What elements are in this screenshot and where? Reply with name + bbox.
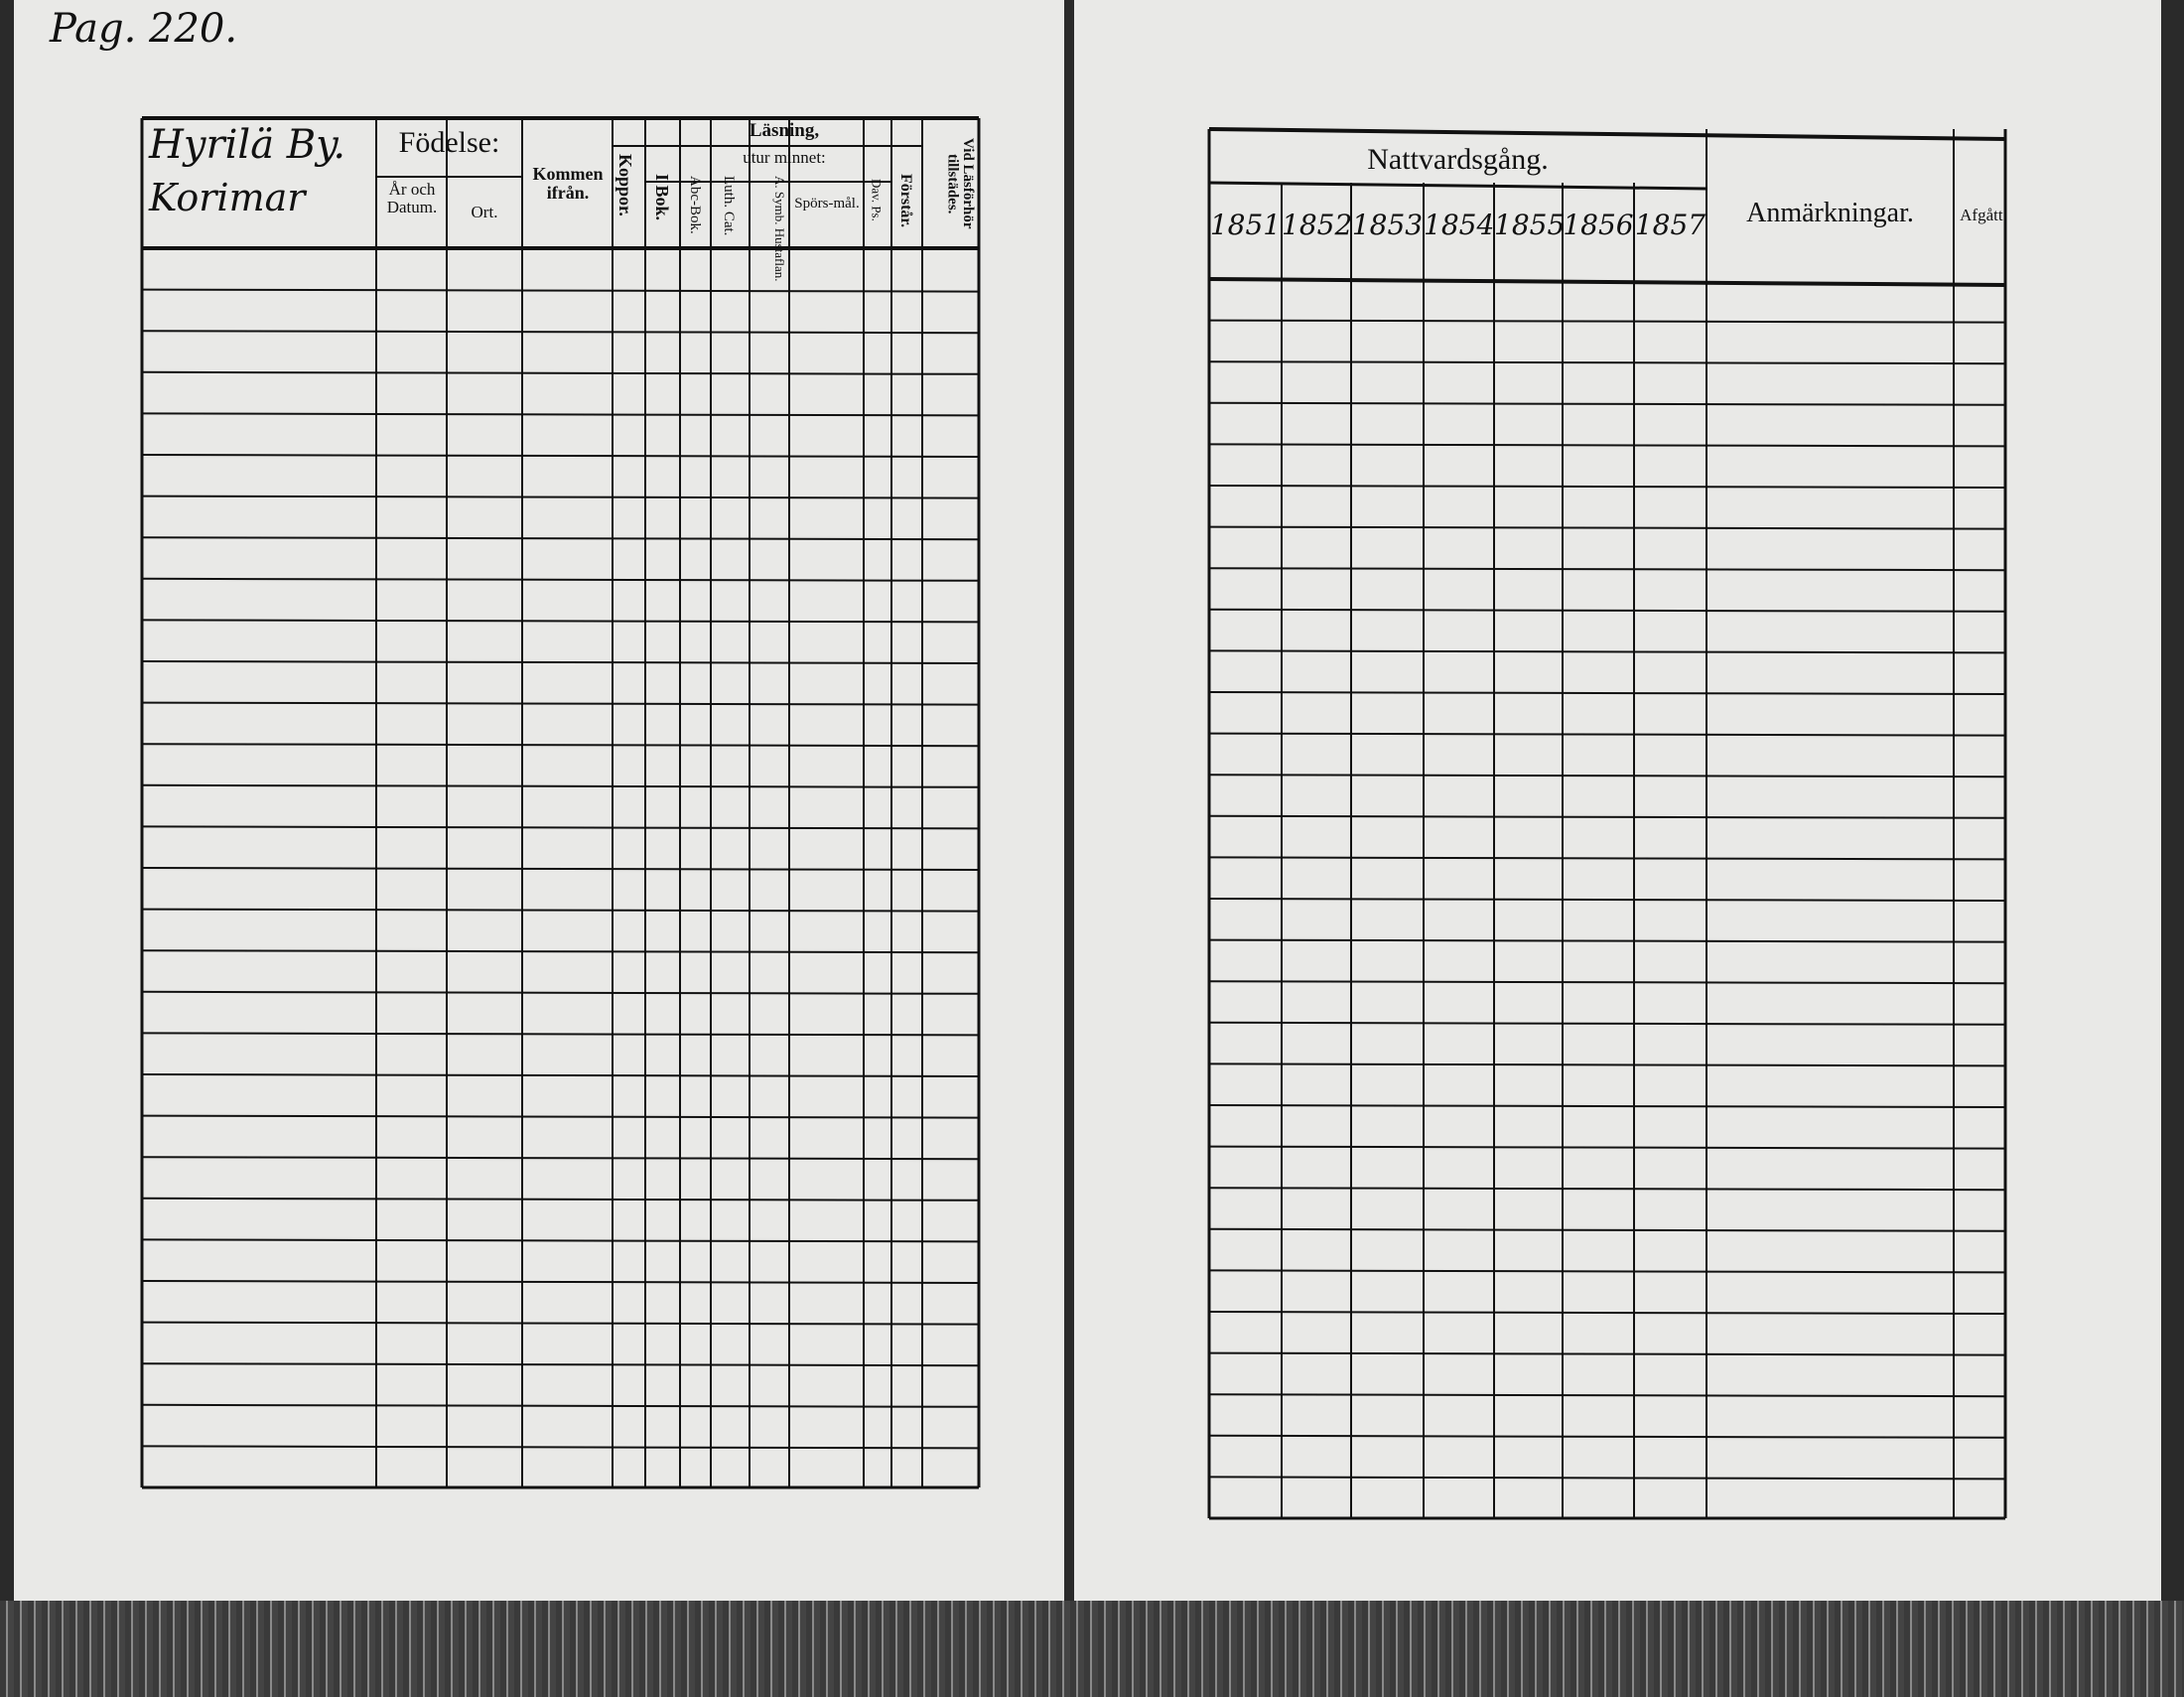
row-line — [1208, 1269, 2006, 1274]
row-line — [141, 454, 980, 458]
row-line — [1208, 1434, 2006, 1439]
header-abc-bok: Abc-Bok. — [686, 176, 703, 234]
row-line — [141, 1362, 980, 1367]
row-line — [141, 1321, 980, 1326]
row-line — [1208, 525, 2006, 530]
row-line — [141, 1073, 980, 1077]
right-page — [1074, 0, 2161, 1601]
row-line — [141, 701, 980, 706]
row-line — [1208, 401, 2006, 406]
header-kommen-ifran: Kommen ifrån. — [532, 164, 604, 203]
row-line — [1208, 319, 2006, 324]
page-number: Pag. 220. — [50, 6, 238, 52]
house-name: Korimar — [149, 176, 306, 219]
row-line — [141, 825, 980, 830]
row-line — [141, 949, 980, 954]
header-divider — [1208, 277, 2006, 287]
year-header: 1854 — [1424, 209, 1495, 241]
header-utur-minnet: utur minnet: — [743, 148, 826, 167]
header-i-bok: I Bok. — [651, 174, 672, 221]
row-line — [1208, 360, 2006, 365]
row-line — [1208, 1351, 2006, 1356]
year-header: 1855 — [1494, 209, 1566, 241]
row-line — [141, 288, 980, 293]
header-ar-och-datum: År och Datum. — [386, 180, 438, 216]
row-line — [1208, 732, 2006, 737]
row-line — [1208, 1145, 2006, 1150]
header-nattvardsgang: Nattvardsgång. — [1367, 143, 1549, 176]
header-koppor: Koppor. — [614, 154, 635, 216]
row-line — [1208, 649, 2006, 654]
row-line — [1208, 856, 2006, 861]
row-line — [141, 536, 980, 541]
header-forstar: Förstår. — [896, 174, 914, 228]
year-header: 1853 — [1351, 209, 1424, 241]
row-line — [141, 619, 980, 624]
row-line — [1208, 938, 2006, 943]
year-header: 1851 — [1209, 209, 1282, 241]
row-line — [141, 1114, 980, 1119]
row-line — [141, 330, 980, 335]
book-edge — [0, 1601, 2184, 1697]
header-luth-cat: Luth. Cat. — [720, 176, 737, 236]
row-line — [1208, 1104, 2006, 1108]
row-line — [1208, 1476, 2006, 1481]
row-line — [1208, 814, 2006, 819]
row-line — [141, 1156, 980, 1161]
header-fodelse: Födelse: — [398, 126, 500, 159]
year-header: 1852 — [1282, 209, 1353, 241]
row-line — [141, 412, 980, 417]
village-name: Hyrilä By. — [149, 122, 346, 168]
year-header: 1857 — [1634, 209, 1706, 241]
row-line — [1208, 1393, 2006, 1398]
header-dav-ps: Dav. Ps. — [869, 179, 885, 221]
row-line — [1208, 1311, 2006, 1315]
header-afgatt: Afgått. — [1960, 206, 2007, 224]
row-line — [141, 743, 980, 748]
row-line — [141, 660, 980, 664]
row-line — [141, 1280, 980, 1284]
header-ort: Ort. — [471, 203, 498, 221]
header-a-symb-hustaflan: A. Symb. Hustaflan. — [772, 176, 787, 282]
row-line — [1208, 691, 2006, 695]
row-line — [1208, 567, 2006, 572]
row-line — [1208, 1227, 2006, 1232]
row-line — [141, 783, 980, 788]
header-sporsmal: Spörs-mål. — [794, 196, 860, 212]
row-line — [1208, 898, 2006, 902]
row-line — [141, 1445, 980, 1450]
row-line — [141, 1197, 980, 1202]
header-divider — [1208, 181, 1707, 191]
row-line — [1208, 1062, 2006, 1067]
row-line — [141, 1032, 980, 1037]
row-line — [1208, 485, 2006, 489]
row-line — [1208, 608, 2006, 613]
row-line — [1208, 443, 2006, 448]
row-line — [141, 990, 980, 995]
table-border — [1208, 127, 2006, 141]
row-line — [1208, 980, 2006, 985]
row-line — [1208, 1021, 2006, 1026]
row-line — [1208, 1187, 2006, 1192]
header-vid-lasforhor: Vid Läsförhör tillstädes. — [944, 138, 976, 229]
row-line — [141, 1403, 980, 1408]
row-line — [141, 867, 980, 871]
year-header: 1856 — [1563, 209, 1634, 241]
left-page — [14, 0, 1064, 1601]
row-line — [1208, 774, 2006, 778]
row-line — [141, 370, 980, 375]
row-line — [141, 908, 980, 913]
header-anmarkningar: Anmärkningar. — [1746, 198, 1914, 228]
row-line — [141, 577, 980, 582]
row-line — [141, 495, 980, 499]
header-lasning: Läsning, — [749, 120, 820, 141]
row-line — [141, 1238, 980, 1243]
